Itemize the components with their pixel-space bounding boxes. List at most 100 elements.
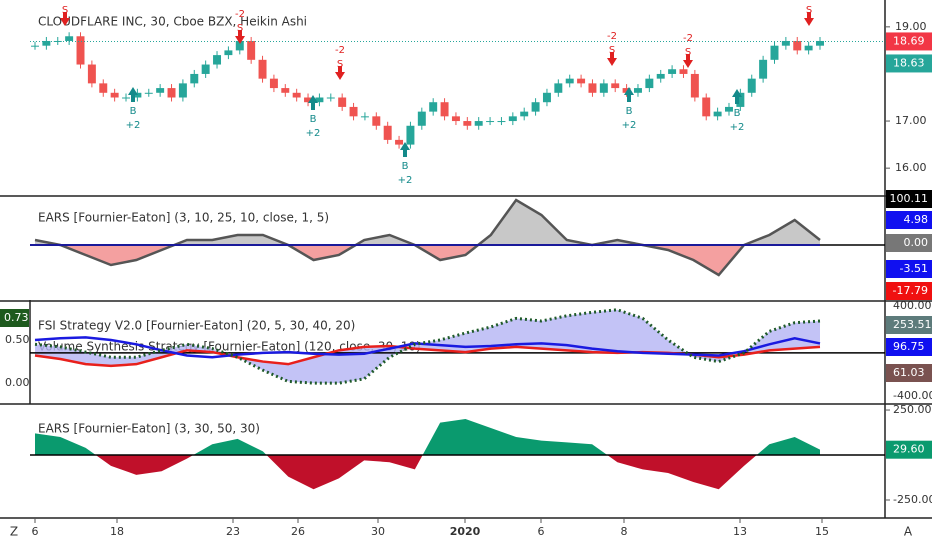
scale-badge xyxy=(886,282,932,300)
sell-signal-text: -2 xyxy=(804,0,814,2)
chart-title: CLOUDFLARE INC, 30, Cboe BZX, Heikin Ash… xyxy=(38,15,307,29)
buy-signal-text: B xyxy=(310,114,317,125)
price-badge xyxy=(886,32,932,51)
candle-body xyxy=(304,97,313,103)
candle-body xyxy=(144,92,153,94)
candle-body xyxy=(76,36,85,65)
candle-body xyxy=(360,116,369,118)
candle-body xyxy=(816,40,824,46)
candle-body xyxy=(725,106,733,112)
scale-badge-label: 0.00 xyxy=(904,236,929,249)
sell-signal-text: -2 xyxy=(335,45,345,56)
candle-body xyxy=(713,111,722,117)
axis-button[interactable]: Z xyxy=(10,525,18,539)
candle-body xyxy=(759,59,768,79)
y-tick-label: 0.50 xyxy=(5,333,30,346)
y-tick-label: 250.00 xyxy=(893,403,932,416)
sell-arrow xyxy=(335,66,345,80)
candle-body xyxy=(201,64,210,74)
price-badge-label: 18.69 xyxy=(893,34,925,47)
buy-signal-text: +2 xyxy=(730,122,745,133)
candle-body xyxy=(497,121,506,123)
buy-signal-text: +2 xyxy=(622,120,637,131)
candle-body xyxy=(474,121,483,126)
buy-signal-text: B xyxy=(130,106,137,117)
price-badge xyxy=(886,54,932,73)
candle-body xyxy=(31,45,39,47)
price-badge-label: 18.63 xyxy=(893,56,925,69)
candle-body xyxy=(224,50,233,56)
candle-body xyxy=(645,78,654,89)
scale-badge-label: -3.51 xyxy=(900,262,928,275)
axis-button[interactable]: A xyxy=(904,525,913,539)
scale-badge-label: 61.03 xyxy=(893,366,925,379)
buy-signal-text: B xyxy=(734,108,741,119)
candle-body xyxy=(383,125,392,140)
scale-badge-label: 253.51 xyxy=(893,318,932,331)
candle-body xyxy=(417,111,426,126)
candle-body xyxy=(736,92,745,107)
candle-body xyxy=(190,73,199,84)
candle-body xyxy=(281,88,290,93)
scale-badge-label: -400.00 xyxy=(893,389,932,402)
fsi-fill xyxy=(35,309,820,384)
y-tick-label: 0.00 xyxy=(5,376,30,389)
sell-arrow xyxy=(235,30,245,44)
candle-body xyxy=(702,97,711,117)
candle-body xyxy=(611,83,620,89)
buy-signal-text: B xyxy=(402,161,409,172)
ears-line xyxy=(34,198,821,277)
candle-body xyxy=(508,116,517,122)
candle-body xyxy=(178,83,187,98)
sell-signal-text: -2 xyxy=(607,31,617,42)
candle-body xyxy=(793,40,802,51)
fsi-line xyxy=(34,336,821,359)
candle-body xyxy=(577,78,586,84)
candle-body xyxy=(269,78,278,89)
sell-arrow xyxy=(804,12,814,26)
candle-body xyxy=(213,55,222,65)
candle-body xyxy=(486,121,495,123)
scale-badge-label: 100.11 xyxy=(890,192,929,205)
candle-body xyxy=(668,69,677,74)
scale-badge xyxy=(886,316,932,334)
candle-body xyxy=(235,40,244,51)
x-tick-label: 15 xyxy=(815,525,829,538)
y-tick-label: 19.00 xyxy=(895,20,927,33)
candle-body xyxy=(429,102,438,112)
sell-signal-text: S xyxy=(237,23,243,34)
scale-badge xyxy=(886,234,932,252)
candle-body xyxy=(770,45,779,60)
sell-arrow xyxy=(607,52,617,66)
candle-body xyxy=(292,92,301,98)
x-tick-label: 23 xyxy=(226,525,240,538)
sell-signal-text: S xyxy=(62,5,68,16)
x-tick-label: 30 xyxy=(371,525,385,538)
candle-body xyxy=(42,40,51,46)
y-tick-label: -250.00 xyxy=(893,493,932,506)
candle-body xyxy=(451,116,460,122)
sell-signal-text: S xyxy=(609,45,615,56)
x-tick-label: 2020 xyxy=(450,525,481,538)
candle-body xyxy=(804,45,813,51)
buy-arrow xyxy=(400,142,410,157)
x-tick-label: 8 xyxy=(621,525,628,538)
buy-signal-text: +2 xyxy=(126,120,141,131)
buy-arrow xyxy=(732,89,742,104)
scale-badge xyxy=(886,338,932,356)
candle-body xyxy=(633,88,642,93)
value-badge-label: 0.73 xyxy=(4,311,29,324)
candle-body xyxy=(656,73,665,79)
candle-body xyxy=(531,102,540,112)
candle-body xyxy=(463,121,472,126)
buy-arrow xyxy=(624,87,634,102)
scale-badge-label: 29.60 xyxy=(893,443,925,456)
value-badge xyxy=(0,309,29,327)
buy-arrow xyxy=(308,95,318,110)
scale-badge xyxy=(886,190,932,208)
sell-signal-text: S xyxy=(685,47,691,58)
buy-signal-text: +2 xyxy=(398,175,413,186)
candle-body xyxy=(747,78,756,93)
candle-body xyxy=(781,40,790,46)
